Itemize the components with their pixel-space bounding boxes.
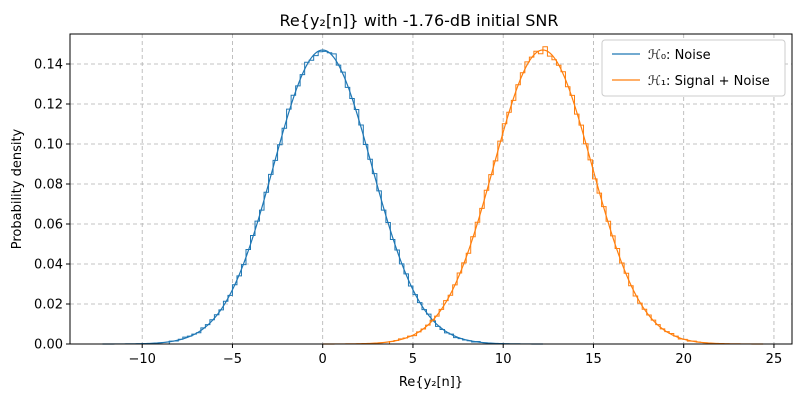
x-tick-label: 20: [675, 352, 692, 367]
y-axis-label: Probability density: [10, 128, 25, 249]
y-tick-label: 0.06: [34, 218, 63, 233]
legend-box: [601, 39, 786, 97]
y-tick-label: 0.12: [34, 98, 63, 113]
legend-h0-label: ℋ₀: Noise: [648, 48, 711, 63]
series-layer: [102, 46, 764, 345]
x-tick-label: −5: [223, 352, 242, 367]
x-tick-label: 15: [585, 352, 602, 367]
plot-frame: [69, 33, 793, 345]
x-tick-label: −10: [128, 352, 155, 367]
x-tick-label: 5: [409, 352, 417, 367]
noise-histogram: [168, 50, 481, 344]
legend-h1-label: ℋ₁: Signal + Noise: [648, 74, 770, 89]
y-axis: 0.00 0.02 0.04 0.06 0.08 0.10 0.12 0.14: [34, 58, 70, 353]
x-tick-label: 10: [495, 352, 512, 367]
x-tick-label: 0: [319, 352, 327, 367]
y-tick-label: 0.08: [34, 178, 63, 193]
x-axis-label: Re{y₂[n]}: [399, 375, 463, 390]
chart-title: Re{y₂[n]} with -1.76-dB initial SNR: [280, 11, 559, 30]
legend: ℋ₀: Noise ℋ₁: Signal + Noise: [601, 39, 786, 97]
y-tick-label: 0.02: [34, 298, 63, 313]
x-tick-label: 25: [766, 352, 783, 367]
y-tick-label: 0.04: [34, 258, 63, 273]
x-axis: −10 −5 0 5 10 15 20 25: [128, 344, 782, 367]
y-tick-label: 0.10: [34, 138, 63, 153]
y-tick-label: 0.00: [34, 338, 63, 353]
y-tick-label: 0.14: [34, 58, 63, 73]
signal-plus-noise-histogram: [388, 46, 701, 344]
